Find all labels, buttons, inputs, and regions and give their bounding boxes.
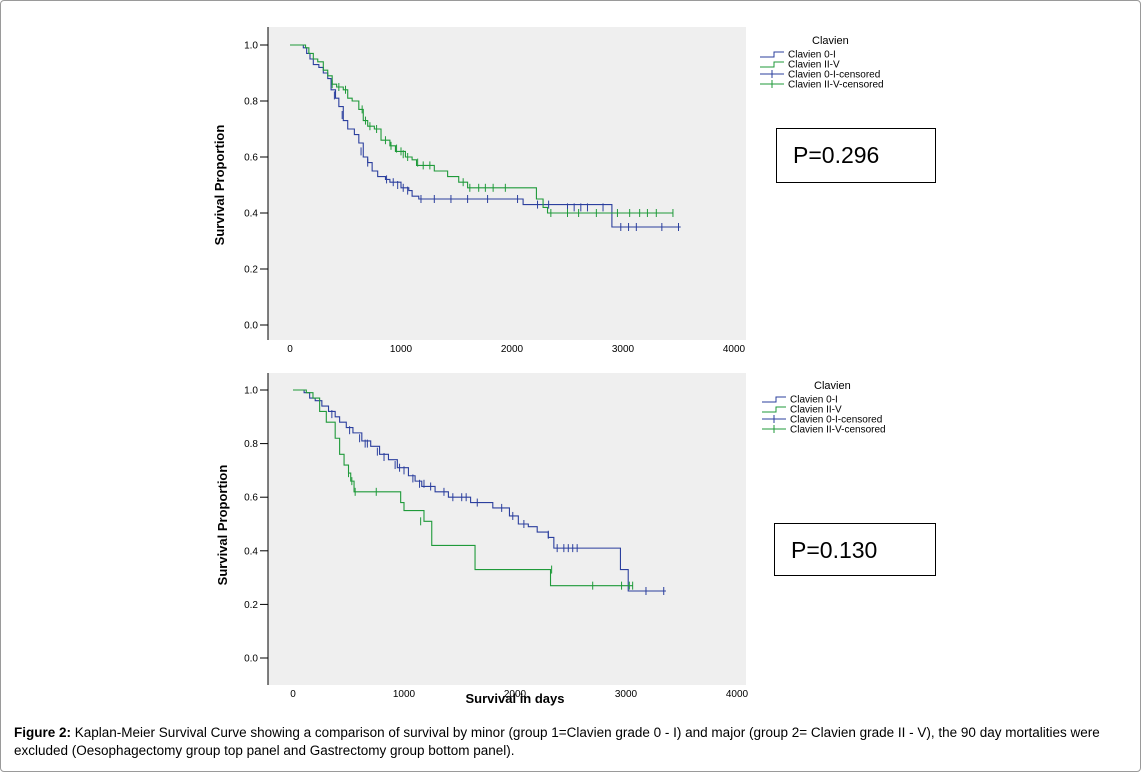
km-chart-gastrectomy: 0.0 0.2 0.4 0.6 0.8 1.0 0 1000 2000 3000 4000 Survi… <box>215 373 886 706</box>
x-tick-label: 3000 <box>615 689 638 700</box>
legend-label: Clavien II-V <box>790 405 842 416</box>
km-curve-clavien-ii-v <box>293 389 633 587</box>
km-curve-clavien-0-i <box>293 389 666 592</box>
caption-text: Kaplan-Meier Survival Curve showing a co… <box>14 725 1100 758</box>
p-value-box-top: P=0.296 <box>776 128 936 183</box>
x-tick-label: 3000 <box>612 344 635 355</box>
x-tick-label: 2000 <box>501 344 524 355</box>
x-tick-label: 2000 <box>504 689 527 700</box>
x-tick-label: 4000 <box>723 344 746 355</box>
y-tick-label: 0.0 <box>244 654 258 665</box>
y-tick-label: 1.0 <box>244 386 258 397</box>
y-tick-label: 0.8 <box>244 97 258 108</box>
y-tick-label: 0.2 <box>244 600 258 611</box>
p-value-top: P=0.296 <box>793 142 880 168</box>
legend-label: Clavien II-V <box>788 60 840 71</box>
legend-swatch <box>760 61 784 68</box>
legend-label: Clavien II-V-censored <box>790 425 886 436</box>
km-curve-clavien-0-i <box>290 44 681 228</box>
y-axis-label: Survival Proportion <box>215 465 230 586</box>
y-tick-label: 1.0 <box>244 41 258 52</box>
legend-swatch <box>762 406 786 413</box>
x-tick-label: 0 <box>290 689 296 700</box>
plot-area <box>268 27 746 340</box>
plot-area <box>268 373 746 685</box>
legend-label: Clavien II-V-censored <box>788 80 884 91</box>
x-tick-label: 1000 <box>390 344 413 355</box>
x-tick-label: 0 <box>287 344 293 355</box>
x-tick-label: 1000 <box>393 689 416 700</box>
legend-label: Clavien 0-I <box>790 395 838 406</box>
legend-title: Clavien <box>812 35 849 47</box>
y-tick-label: 0.4 <box>244 546 258 557</box>
figure-caption: Figure 2: Kaplan-Meier Survival Curve sh… <box>14 724 1134 760</box>
x-tick-label: 4000 <box>726 689 749 700</box>
legend-label: Clavien 0-I-censored <box>790 415 882 426</box>
y-tick-label: 0.6 <box>244 153 258 164</box>
p-value-box-bottom: P=0.130 <box>774 523 936 576</box>
km-curve-clavien-ii-v <box>290 44 673 214</box>
legend-label: Clavien 0-I-censored <box>788 70 880 81</box>
p-value-bottom: P=0.130 <box>791 537 878 563</box>
legend-swatch <box>760 51 784 58</box>
legend-swatch <box>762 396 786 403</box>
caption-label: Figure 2: <box>14 725 72 740</box>
legend-label: Clavien 0-I <box>788 50 836 61</box>
y-axis-label: Survival Proportion <box>212 125 227 246</box>
km-chart-oesophagectomy: 0.0 0.2 0.4 0.6 0.8 1.0 0 1000 2000 3000 4000 Survi… <box>212 27 884 355</box>
y-tick-label: 0.4 <box>244 209 258 220</box>
x-axis-label: Survival in days <box>466 691 565 706</box>
y-tick-label: 0.8 <box>244 439 258 450</box>
y-tick-label: 0.2 <box>244 265 258 276</box>
y-tick-label: 0.6 <box>244 493 258 504</box>
y-tick-label: 0.0 <box>244 321 258 332</box>
legend-title: Clavien <box>814 380 851 392</box>
